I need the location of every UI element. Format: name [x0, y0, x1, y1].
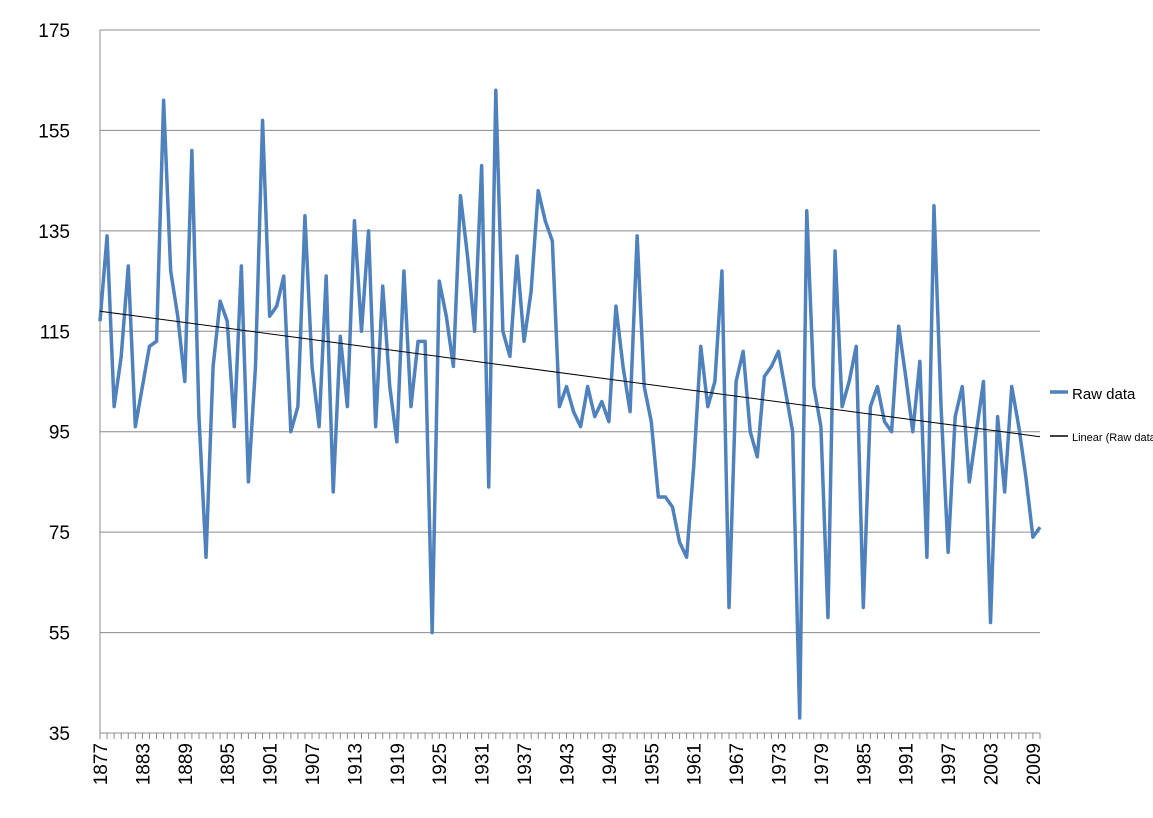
- y-tick-label: 115: [40, 322, 70, 343]
- x-tick-label: 1973: [769, 743, 790, 785]
- y-tick-label: 35: [49, 724, 70, 745]
- x-tick-label: 1991: [897, 743, 918, 785]
- x-tick-label: 1883: [133, 743, 154, 785]
- y-tick-label: 155: [38, 121, 70, 142]
- y-tick-label: 95: [49, 423, 70, 444]
- x-tick-label: 1877: [91, 743, 112, 785]
- x-tick-label: 1919: [388, 743, 409, 785]
- legend-label: Raw data: [1072, 386, 1136, 403]
- x-tick-label: 1931: [473, 743, 494, 785]
- y-tick-label: 55: [49, 624, 70, 645]
- y-tick-label: 75: [49, 523, 70, 544]
- x-tick-label: 1967: [727, 743, 748, 785]
- legend-label: Linear (Raw data): [1072, 432, 1153, 444]
- x-tick-label: 1901: [261, 743, 282, 785]
- y-tick-label: 175: [38, 21, 70, 42]
- x-tick-label: 1949: [600, 743, 621, 785]
- x-tick-label: 1895: [218, 743, 239, 785]
- x-tick-label: 1961: [685, 743, 706, 785]
- x-tick-label: 2009: [1024, 743, 1045, 785]
- x-tick-label: 2003: [982, 743, 1003, 785]
- y-tick-label: 135: [38, 222, 70, 243]
- x-tick-label: 1943: [557, 743, 578, 785]
- x-tick-label: 1997: [939, 743, 960, 785]
- x-tick-label: 1907: [303, 743, 324, 785]
- x-tick-label: 1979: [812, 743, 833, 785]
- x-tick-label: 1955: [642, 743, 663, 785]
- x-tick-label: 1925: [430, 743, 451, 785]
- x-tick-label: 1937: [515, 743, 536, 785]
- x-tick-label: 1985: [854, 743, 875, 785]
- x-tick-label: 1889: [176, 743, 197, 785]
- chart: 35 55 75 95 115 135 155 175 1877 1883 1889 1895 1901…: [0, 0, 1153, 818]
- x-tick-label: 1913: [345, 743, 366, 785]
